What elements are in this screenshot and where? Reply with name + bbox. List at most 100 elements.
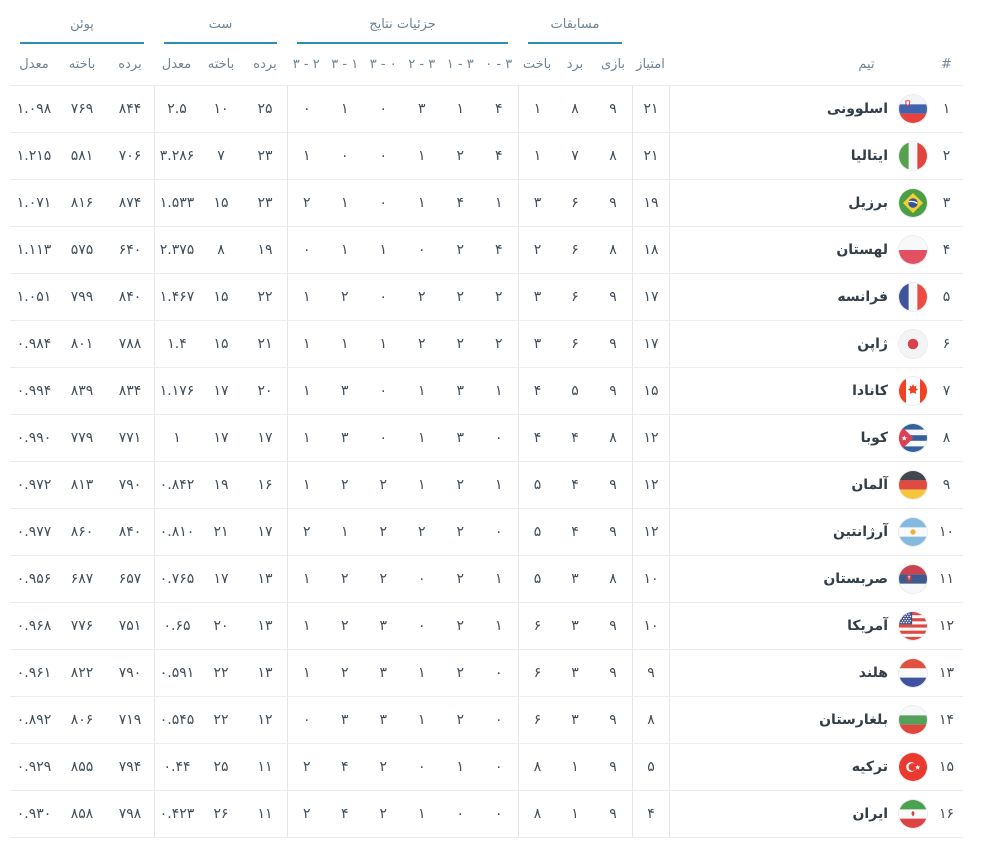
result-detail-cell: ۳ bbox=[379, 712, 388, 728]
played-cell: ۹ bbox=[609, 289, 617, 305]
standings-table: مسابقات جزئیات نتایج ست پوئن # تیم امتیا… bbox=[10, 4, 963, 838]
result-detail-cell: ۲ bbox=[456, 665, 465, 681]
team-cell[interactable]: ترکیه bbox=[669, 744, 930, 790]
team-cell[interactable]: آلمان bbox=[669, 462, 930, 508]
flag-italy-icon bbox=[898, 141, 928, 171]
points-won-cell: ۷۰۶ bbox=[118, 148, 142, 164]
team-cell[interactable]: آمریکا bbox=[669, 603, 930, 649]
result-detail-cell: ۱ bbox=[379, 336, 388, 352]
points-ratio-cell: ۰.۹۹۴ bbox=[16, 383, 52, 399]
points-lost-cell: ۵۸۱ bbox=[70, 148, 94, 164]
result-detail-cell: ۱ bbox=[287, 650, 326, 696]
detail-1-3-header: ۳ - ۱ bbox=[331, 57, 359, 72]
lost-cell: ۴ bbox=[518, 415, 556, 461]
team-cell[interactable]: کوبا bbox=[669, 415, 930, 461]
result-detail-cell: ۳ bbox=[456, 383, 465, 399]
points-cell: ۱۹ bbox=[632, 180, 669, 226]
team-name: صربستان bbox=[823, 571, 888, 587]
team-cell[interactable]: ایتالیا bbox=[669, 133, 930, 179]
points-ratio-cell: ۰.۹۶۸ bbox=[16, 618, 52, 634]
points-ratio-cell: ۰.۹۲۹ bbox=[16, 759, 52, 775]
played-cell: ۸ bbox=[609, 242, 617, 258]
result-detail-cell: ۴ bbox=[494, 148, 503, 164]
sets-ratio-cell: ۲.۵ bbox=[154, 86, 199, 132]
rank-cell: ۷ bbox=[942, 383, 951, 399]
points-lost-cell: ۸۰۶ bbox=[70, 712, 94, 728]
rank-cell: ۱۶ bbox=[938, 806, 955, 822]
result-detail-cell: ۰ bbox=[287, 697, 326, 743]
team-cell[interactable]: آرژانتین bbox=[669, 509, 930, 555]
team-cell[interactable]: ژاپن bbox=[669, 321, 930, 367]
result-detail-cell: ۴ bbox=[494, 242, 503, 258]
group-matches-title: مسابقات bbox=[528, 4, 622, 44]
rank-cell: ۱۵ bbox=[938, 759, 955, 775]
sets-ratio-cell: ۰.۵۹۱ bbox=[154, 650, 199, 696]
result-detail-cell: ۰ bbox=[379, 195, 388, 211]
result-detail-cell: ۱ bbox=[494, 383, 503, 399]
team-cell[interactable]: برزیل bbox=[669, 180, 930, 226]
result-detail-cell: ۲ bbox=[340, 571, 349, 587]
played-cell: ۹ bbox=[609, 618, 617, 634]
result-detail-cell: ۲ bbox=[287, 791, 326, 837]
detail-3-0-header: ۰ - ۳ bbox=[485, 57, 513, 72]
sets-won-cell: ۲۳ bbox=[257, 195, 273, 211]
points-lost-cell: ۷۷۶ bbox=[70, 618, 94, 634]
won-cell: ۳ bbox=[571, 571, 579, 587]
result-detail-cell: ۰ bbox=[494, 524, 503, 540]
team-name: بلغارستان bbox=[819, 712, 888, 728]
result-detail-cell: ۴ bbox=[494, 101, 503, 117]
points-lost-cell: ۷۷۹ bbox=[70, 430, 94, 446]
result-detail-cell: ۳ bbox=[417, 101, 426, 117]
result-detail-cell: ۲ bbox=[417, 336, 426, 352]
sets-lost-cell: ۱۰ bbox=[213, 101, 229, 117]
team-name: فرانسه bbox=[837, 289, 888, 305]
result-detail-cell: ۲ bbox=[379, 477, 388, 493]
points-won-cell: ۷۵۱ bbox=[118, 618, 142, 634]
played-header: بازی bbox=[600, 57, 626, 72]
points-cell: ۱۲ bbox=[632, 462, 669, 508]
team-cell[interactable]: کانادا bbox=[669, 368, 930, 414]
result-detail-cell: ۱ bbox=[494, 618, 503, 634]
table-row: ۹ آلمان ۱۲ ۹ ۴ ۵ ۱ ۲ ۱ ۲ ۲ ۱ ۱۶ ۱۹ ۰.۸۴۲ ۷۹۰ ۸۱۳ ۰.۹۷۲ bbox=[10, 462, 963, 509]
sets-won-cell: ۱۹ bbox=[257, 242, 273, 258]
team-cell[interactable]: لهستان bbox=[669, 227, 930, 273]
result-detail-cell: ۰ bbox=[417, 759, 426, 775]
points-ratio-header: معدل bbox=[19, 57, 49, 72]
won-cell: ۷ bbox=[571, 148, 579, 164]
team-cell[interactable]: بلغارستان bbox=[669, 697, 930, 743]
points-won-cell: ۷۹۸ bbox=[118, 806, 142, 822]
team-cell[interactable]: هلند bbox=[669, 650, 930, 696]
lost-cell: ۳ bbox=[518, 180, 556, 226]
flag-cuba-icon bbox=[898, 423, 928, 453]
won-cell: ۶ bbox=[571, 195, 579, 211]
detail-3-2-header: ۲ - ۳ bbox=[408, 57, 436, 72]
won-cell: ۴ bbox=[571, 477, 579, 493]
detail-3-1-header: ۱ - ۳ bbox=[446, 57, 474, 72]
result-detail-cell: ۳ bbox=[340, 383, 349, 399]
team-cell[interactable]: ایران bbox=[669, 791, 930, 837]
team-cell[interactable]: صربستان bbox=[669, 556, 930, 602]
points-ratio-cell: ۰.۹۸۴ bbox=[16, 336, 52, 352]
result-detail-cell: ۱ bbox=[494, 571, 503, 587]
flag-japan-icon bbox=[898, 329, 928, 359]
result-detail-cell: ۰ bbox=[494, 665, 503, 681]
played-cell: ۸ bbox=[609, 571, 617, 587]
result-detail-cell: ۲ bbox=[456, 336, 465, 352]
result-detail-cell: ۰ bbox=[379, 289, 388, 305]
detail-2-3-header: ۳ - ۲ bbox=[292, 57, 320, 72]
result-detail-cell: ۱ bbox=[340, 242, 349, 258]
team-cell[interactable]: فرانسه bbox=[669, 274, 930, 320]
sets-lost-cell: ۱۵ bbox=[213, 289, 229, 305]
played-cell: ۸ bbox=[609, 430, 617, 446]
points-cell: ۹ bbox=[632, 650, 669, 696]
team-cell[interactable]: اسلوونی bbox=[669, 86, 930, 132]
detail-0-3-header: ۳ - ۰ bbox=[369, 57, 397, 72]
team-name: کوبا bbox=[860, 430, 888, 446]
result-detail-cell: ۰ bbox=[456, 806, 465, 822]
result-detail-cell: ۲ bbox=[340, 618, 349, 634]
team-name: لهستان bbox=[836, 242, 888, 258]
points-cell: ۱۸ bbox=[632, 227, 669, 273]
result-detail-cell: ۱ bbox=[494, 477, 503, 493]
points-won-cell: ۷۹۰ bbox=[118, 665, 142, 681]
points-won-cell: ۸۴۰ bbox=[118, 289, 142, 305]
